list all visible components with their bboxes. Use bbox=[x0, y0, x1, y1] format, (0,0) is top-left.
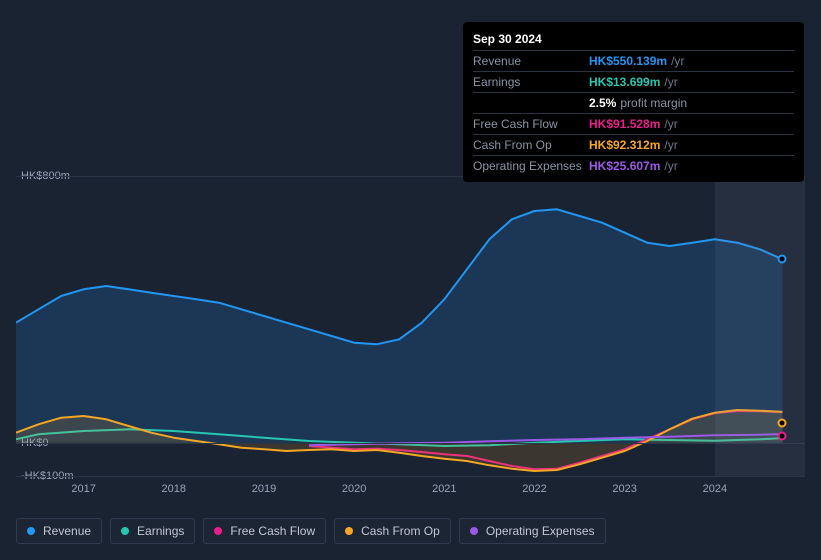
legend-swatch bbox=[470, 527, 478, 535]
forecast-band bbox=[715, 176, 805, 476]
x-axis-label: 2022 bbox=[522, 483, 546, 495]
x-axis-label: 2018 bbox=[162, 483, 186, 495]
legend-item-revenue[interactable]: Revenue bbox=[16, 518, 102, 544]
legend-swatch bbox=[345, 527, 353, 535]
tooltip-label: Free Cash Flow bbox=[473, 117, 589, 131]
x-axis-label: 2020 bbox=[342, 483, 366, 495]
hover-marker bbox=[778, 432, 787, 441]
legend-swatch bbox=[121, 527, 129, 535]
legend-label: Operating Expenses bbox=[486, 524, 595, 538]
x-axis-label: 2024 bbox=[703, 483, 727, 495]
legend-label: Cash From Op bbox=[361, 524, 440, 538]
x-axis-label: 2017 bbox=[71, 483, 95, 495]
tooltip-row: 2.5%profit margin bbox=[473, 92, 794, 113]
legend-item-operating-expenses[interactable]: Operating Expenses bbox=[459, 518, 606, 544]
tooltip-row: RevenueHK$550.139m/yr bbox=[473, 50, 794, 71]
x-axis-label: 2019 bbox=[252, 483, 276, 495]
chart-tooltip: Sep 30 2024 RevenueHK$550.139m/yrEarning… bbox=[463, 22, 804, 182]
tooltip-label bbox=[473, 96, 589, 110]
legend-item-earnings[interactable]: Earnings bbox=[110, 518, 195, 544]
tooltip-label: Cash From Op bbox=[473, 138, 589, 152]
x-axis-label: 2021 bbox=[432, 483, 456, 495]
tooltip-value: HK$92.312m bbox=[589, 138, 660, 152]
hover-marker bbox=[778, 255, 787, 264]
legend-item-cash-from-op[interactable]: Cash From Op bbox=[334, 518, 451, 544]
tooltip-value: HK$25.607m bbox=[589, 159, 660, 173]
tooltip-date: Sep 30 2024 bbox=[473, 28, 794, 50]
tooltip-row: Free Cash FlowHK$91.528m/yr bbox=[473, 113, 794, 134]
financials-chart[interactable]: HK$800mHK$0-HK$100m 20172018201920202021… bbox=[16, 158, 805, 488]
legend-label: Earnings bbox=[137, 524, 184, 538]
tooltip-value: HK$91.528m bbox=[589, 117, 660, 131]
chart-legend: Revenue Earnings Free Cash Flow Cash From O… bbox=[16, 518, 606, 544]
tooltip-row: EarningsHK$13.699m/yr bbox=[473, 71, 794, 92]
legend-swatch bbox=[214, 527, 222, 535]
legend-label: Free Cash Flow bbox=[230, 524, 315, 538]
tooltip-label: Earnings bbox=[473, 75, 589, 89]
tooltip-row: Cash From OpHK$92.312m/yr bbox=[473, 134, 794, 155]
tooltip-label: Operating Expenses bbox=[473, 159, 589, 173]
x-axis-label: 2023 bbox=[612, 483, 636, 495]
legend-label: Revenue bbox=[43, 524, 91, 538]
tooltip-label: Revenue bbox=[473, 54, 589, 68]
tooltip-value: HK$550.139m bbox=[589, 54, 667, 68]
hover-marker bbox=[778, 418, 787, 427]
tooltip-value: 2.5% bbox=[589, 96, 616, 110]
tooltip-row: Operating ExpensesHK$25.607m/yr bbox=[473, 155, 794, 176]
tooltip-value: HK$13.699m bbox=[589, 75, 660, 89]
legend-item-free-cash-flow[interactable]: Free Cash Flow bbox=[203, 518, 326, 544]
legend-swatch bbox=[27, 527, 35, 535]
